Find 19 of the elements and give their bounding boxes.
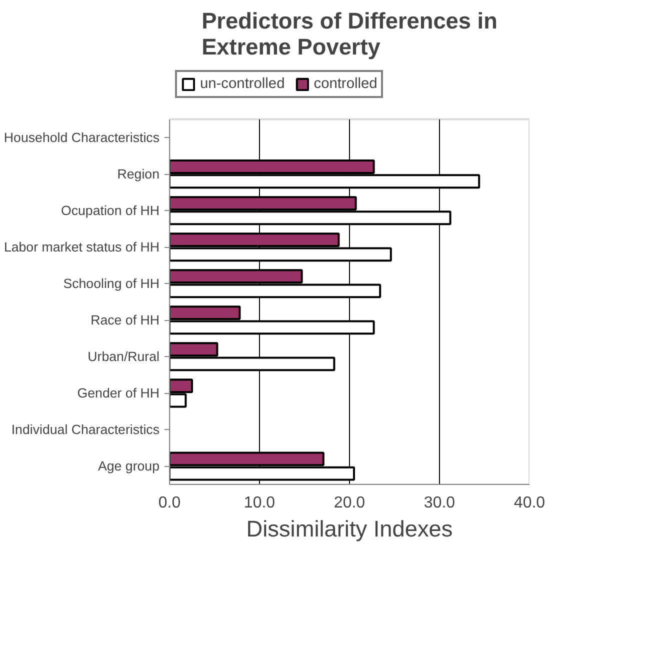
x-tick-label: 30.0 — [424, 494, 456, 512]
y-tick-label: Ocupation of HH — [60, 203, 160, 218]
y-tick-label: Household Characteristics — [4, 130, 160, 146]
legend-label: un-controlled — [200, 76, 285, 92]
x-tick-label: 20.0 — [334, 494, 366, 512]
x-tick-label: 0.0 — [158, 494, 181, 512]
x-tick-label: 40.0 — [514, 494, 546, 512]
legend-label: controlled — [314, 76, 378, 92]
y-tick-label: Race of HH — [90, 312, 160, 328]
y-tick-label: Urban/Rural — [88, 349, 160, 364]
y-tick-label: Region — [117, 166, 160, 182]
y-tick-label: Age group — [98, 458, 160, 474]
y-tick-label: Individual Characteristics — [11, 422, 160, 438]
chart-title: Predictors of Differences in Extreme Poverty — [202, 8, 498, 60]
x-axis-title: Dissimilarity Indexes — [246, 516, 453, 542]
y-tick-label: Gender of HH — [77, 386, 160, 401]
y-tick-label: Labor market status of HH — [4, 240, 160, 255]
y-tick-label: Schooling of HH — [63, 276, 160, 292]
x-tick-label: 10.0 — [244, 494, 276, 512]
